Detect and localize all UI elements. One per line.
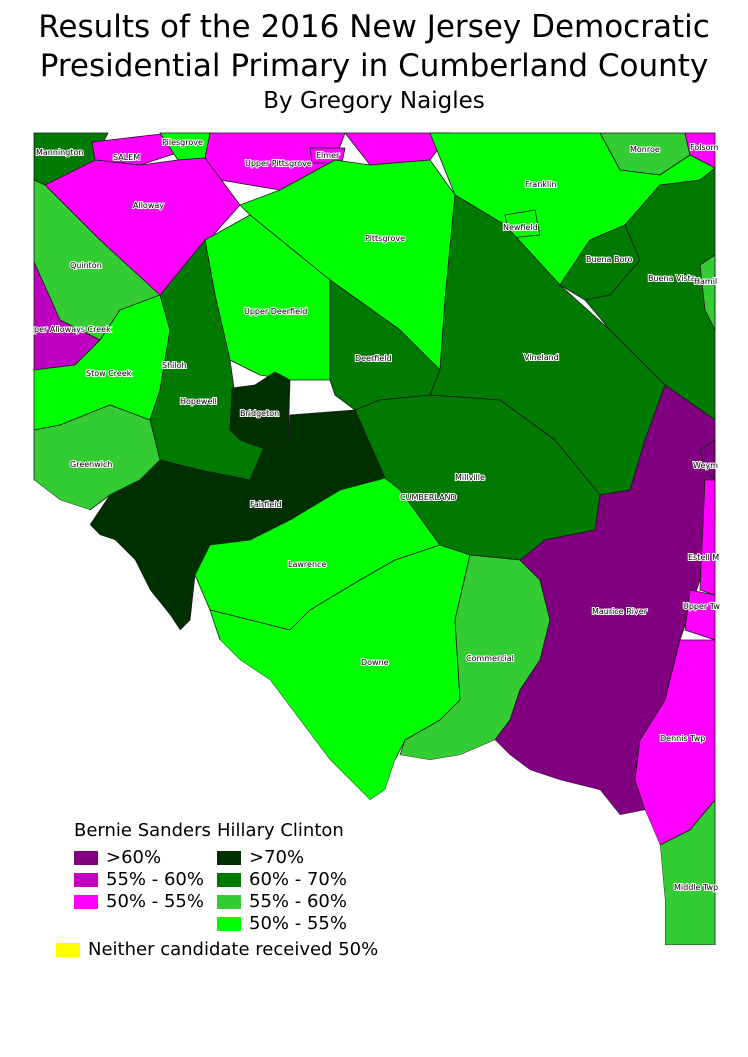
- label-buena-boro: Buena Boro: [586, 255, 632, 264]
- swatch-clinton-50-55: [217, 917, 241, 931]
- label-hopewell: Hopewell: [180, 397, 217, 406]
- coast-bottom-water: [34, 640, 715, 1000]
- label-vineland: Vineland: [524, 353, 559, 362]
- municipality-labels: Mannington SALEM Pilesgrove Upper Pittsg…: [33, 137, 721, 893]
- swatch-sanders-60: [74, 851, 98, 865]
- label-deerfield: Deerfield: [355, 354, 392, 363]
- label-fairfield: Fairfield: [250, 500, 282, 509]
- label-salem: SALEM: [113, 153, 140, 162]
- swatch-sanders-55-60: [74, 873, 98, 887]
- label-maurice-river: Maurice River: [592, 607, 648, 616]
- label-shiloh: Shiloh: [162, 361, 187, 370]
- label-pittsgrove: Pittsgrove: [365, 234, 405, 243]
- label-estell-manor: Estell M: [688, 553, 719, 562]
- map-title-line-1: Results of the 2016 New Jersey Democrati…: [38, 9, 710, 45]
- label-lawrence: Lawrence: [288, 560, 326, 569]
- label-downe: Downe: [361, 658, 389, 667]
- label-franklin: Franklin: [525, 180, 556, 189]
- label-elmer: Elmer: [316, 151, 340, 160]
- label-upper-pittsgrove: Upper Pittsgrove: [245, 159, 312, 168]
- legend-neither: Neither candidate received 50%: [56, 939, 378, 961]
- label-weymouth: Weym: [693, 461, 718, 470]
- label-cumberland: CUMBERLAND: [400, 493, 457, 502]
- legend-label: >70%: [249, 847, 305, 868]
- legend-sanders-50-55: 50% - 55%: [74, 891, 204, 913]
- label-bridgeton: Bridgeton: [240, 409, 279, 418]
- legend-clinton-55-60: 55% - 60%: [217, 891, 347, 913]
- label-lower-alloways-creek: per Alloways Creek: [34, 325, 111, 334]
- label-newfield: Newfield: [503, 223, 538, 232]
- swatch-clinton-70: [217, 851, 241, 865]
- label-dennis-twp: Dennis Twp: [660, 734, 705, 743]
- legend-label: 50% - 55%: [106, 891, 204, 912]
- label-millville: Millville: [455, 473, 485, 482]
- legend-label: 55% - 60%: [106, 869, 204, 890]
- label-greenwich: Greenwich: [70, 460, 112, 469]
- label-monroe: Monroe: [630, 145, 660, 154]
- label-upper-twp: Upper Tw: [683, 602, 720, 611]
- label-pilesgrove: Pilesgrove: [162, 138, 203, 147]
- legend-label: >60%: [106, 847, 162, 868]
- label-mannington: Mannington: [36, 148, 83, 157]
- map-subtitle: By Gregory Naigles: [263, 88, 485, 114]
- label-hamilton: Hamil: [694, 277, 717, 286]
- swatch-neither: [56, 943, 80, 957]
- legend-label: 60% - 70%: [249, 869, 347, 890]
- swatch-clinton-55-60: [217, 895, 241, 909]
- legend-sanders-title: Bernie Sanders: [74, 820, 211, 841]
- label-middle-twp: Middle Twp: [674, 883, 718, 892]
- legend-clinton-title: Hillary Clinton: [217, 820, 344, 841]
- map-title-line-2: Presidential Primary in Cumberland Count…: [39, 48, 709, 84]
- label-stow-creek: Stow Creek: [86, 369, 132, 378]
- legend-label: 55% - 60%: [249, 891, 347, 912]
- label-quinton: Quinton: [70, 261, 102, 270]
- legend-label: Neither candidate received 50%: [88, 939, 379, 960]
- legend-label: 50% - 55%: [249, 913, 347, 934]
- label-buena-vista: Buena Vista: [648, 274, 696, 283]
- region-hamilton: [699, 254, 716, 331]
- delaware-bay-water: [34, 480, 180, 640]
- legend-sanders-55-60: 55% - 60%: [74, 869, 204, 891]
- legend-clinton-70: >70%: [217, 847, 304, 869]
- legend-sanders-60: >60%: [74, 847, 161, 869]
- label-alloway: Alloway: [133, 201, 164, 210]
- legend-clinton-60-70: 60% - 70%: [217, 869, 347, 891]
- legend-clinton-50-55: 50% - 55%: [217, 913, 347, 935]
- region-upper-twp: [684, 589, 716, 641]
- region-salem: [91, 132, 181, 166]
- swatch-clinton-60-70: [217, 873, 241, 887]
- swatch-sanders-50-55: [74, 895, 98, 909]
- label-upper-deerfield: Upper Deerfield: [244, 307, 307, 316]
- label-commercial: Commercial: [466, 654, 514, 663]
- label-folsom: Folsom: [690, 143, 718, 152]
